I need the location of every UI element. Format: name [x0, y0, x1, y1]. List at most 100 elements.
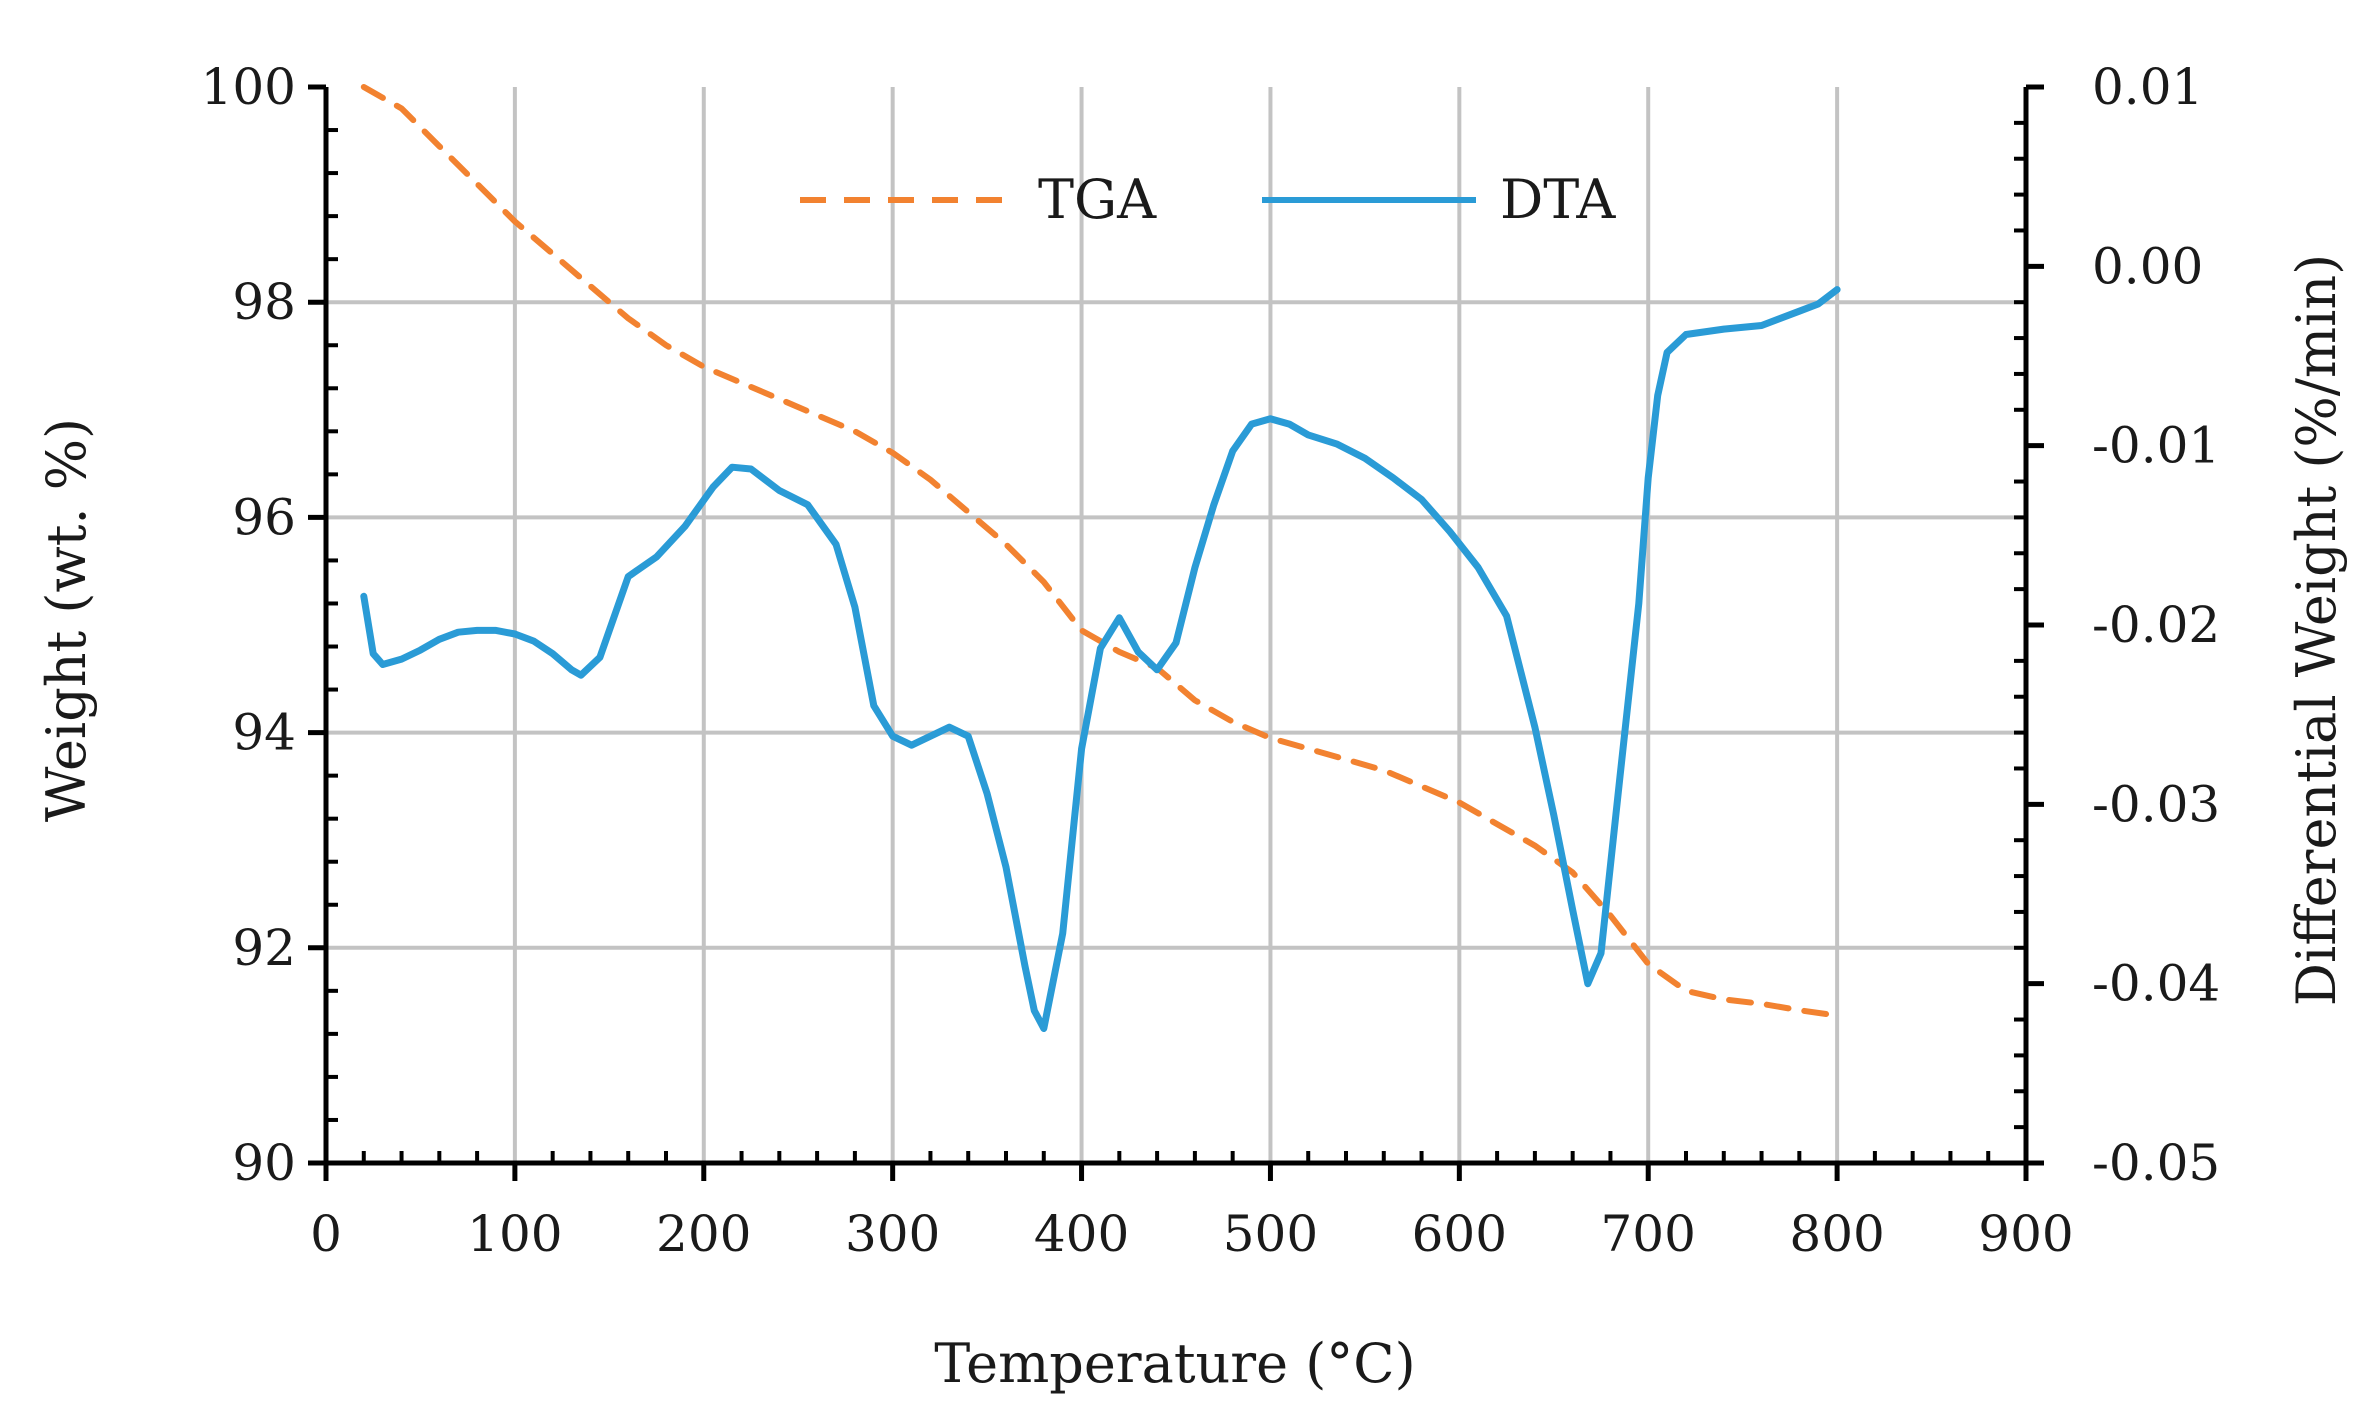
series-dta-point: [1031, 1007, 1038, 1014]
series-dta-point: [983, 790, 991, 797]
series-dta-point: [625, 573, 632, 580]
legend-tga-label: TGA: [1038, 168, 1157, 231]
x-tick-label: 300: [845, 1205, 940, 1263]
series-dta: [360, 286, 1841, 1032]
series-dta-point: [1059, 930, 1066, 937]
series-dta-point: [1550, 811, 1558, 819]
series-dta-point: [1418, 496, 1425, 503]
y-tick-label: 100: [201, 58, 296, 116]
legend-dta-label: DTA: [1500, 168, 1616, 231]
series-dta-point: [1720, 325, 1728, 333]
series-dta-point: [1390, 474, 1397, 482]
series-dta-point: [747, 465, 755, 473]
series-dta-point: [492, 627, 500, 634]
series-dta-point: [1584, 980, 1592, 987]
y-tick-label: 94: [232, 704, 296, 762]
series-dta-point: [1796, 308, 1803, 315]
series-dta-point: [1021, 962, 1029, 969]
series-dta-point: [1267, 415, 1274, 422]
series-dta-point: [530, 637, 537, 645]
series-dta-point: [1210, 501, 1218, 508]
x-tick-label: 200: [656, 1205, 751, 1263]
y2-tick-label: -0.03: [2092, 775, 2220, 833]
series-layer: [360, 84, 1841, 1032]
series-dta-point: [596, 654, 604, 661]
series-dta-point: [1229, 447, 1236, 455]
series-dta-point: [1597, 950, 1605, 957]
series-dta-point: [1040, 1025, 1048, 1032]
x-tick-label: 800: [1789, 1205, 1884, 1263]
series-dta-point: [1361, 455, 1369, 462]
series-dta-point: [946, 724, 953, 731]
y2-tick-label: 0.00: [2092, 237, 2203, 295]
series-dta-point: [1191, 564, 1199, 571]
axes: [308, 84, 2044, 1181]
series-dta-point: [1663, 349, 1671, 356]
series-dta-point: [473, 627, 481, 634]
y2-tick-label: -0.01: [2092, 417, 2220, 475]
y-tick-label: 92: [232, 919, 296, 977]
x-tick-label: 400: [1034, 1205, 1129, 1263]
series-dta-point: [1097, 645, 1104, 652]
series-dta-point: [455, 629, 462, 636]
series-dta-point: [710, 483, 717, 491]
x-tick-label: 900: [1978, 1205, 2073, 1263]
series-dta-point: [1002, 863, 1010, 871]
y-axis-title: Weight (wt. %): [35, 418, 98, 822]
series-dta-point: [1305, 431, 1312, 439]
series-dta-point: [1758, 322, 1765, 329]
series-dta-point: [568, 666, 575, 673]
series-dta-point: [1248, 420, 1255, 428]
series-dta-point: [776, 487, 783, 494]
x-tick-label: 700: [1601, 1205, 1696, 1263]
x-tick-label: 600: [1412, 1205, 1507, 1263]
series-dta-point: [1654, 392, 1661, 399]
series-dta-point: [379, 661, 386, 668]
series-dta-point: [1078, 745, 1085, 752]
series-dta-point: [511, 630, 519, 638]
y-tick-label: 96: [232, 488, 296, 546]
y-tick-label: 90: [232, 1134, 296, 1192]
series-dta-point: [851, 603, 859, 611]
series-dta-point: [577, 672, 585, 679]
y2-tick-label: -0.05: [2092, 1134, 2220, 1192]
series-tga-line: [360, 84, 1841, 1019]
series-dta-point: [1616, 774, 1624, 781]
x-tick-label: 100: [467, 1205, 562, 1263]
series-dta-point: [1333, 440, 1340, 448]
legend: TGA DTA: [800, 168, 1616, 231]
series-tga: [360, 84, 1841, 1019]
series-dta-point: [927, 733, 934, 740]
series-dta-point: [1475, 564, 1482, 571]
series-dta-point: [804, 501, 811, 508]
series-dta-point: [653, 553, 660, 561]
series-dta-point: [1446, 528, 1454, 535]
y2-tick-label: -0.04: [2092, 955, 2220, 1013]
x-tick-label: 0: [310, 1205, 342, 1263]
y2-tick-label: 0.01: [2092, 58, 2203, 116]
series-dta-line: [360, 286, 1841, 1032]
series-dta-point: [889, 733, 896, 740]
series-dta-point: [1815, 300, 1822, 308]
series-dta-point: [1531, 724, 1539, 731]
series-dta-point: [370, 650, 377, 657]
series-dta-point: [870, 702, 877, 709]
tick-labels: 0 100 200 300 400 500 600 700 800 900 90 92 94 96 98 10…: [201, 58, 2221, 1263]
series-dta-point: [908, 742, 915, 749]
y2-tick-label: -0.02: [2092, 596, 2220, 654]
series-dta-point: [1503, 612, 1510, 620]
series-dta-point: [1286, 420, 1293, 428]
x-axis-title: Temperature (°C): [934, 1332, 1415, 1395]
series-dta-point: [1172, 639, 1180, 647]
series-dta-point: [965, 733, 972, 740]
series-dta-point: [549, 650, 556, 657]
series-dta-point: [681, 523, 689, 530]
series-dta-point: [1833, 286, 1841, 293]
series-dta-point: [1116, 614, 1123, 621]
series-dta-point: [417, 646, 424, 654]
series-dta-point: [436, 636, 443, 643]
series-dta-point: [1645, 474, 1652, 482]
grid-lines: [326, 87, 2026, 1163]
series-dta-point: [398, 655, 405, 663]
series-dta-point: [1635, 600, 1643, 607]
